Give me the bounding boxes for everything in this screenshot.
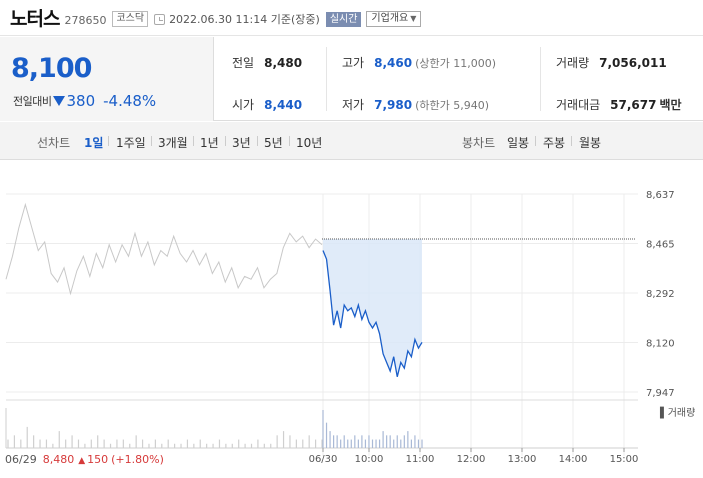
footer-percent: (+1.80%) [111, 453, 164, 466]
quote-divider [326, 47, 327, 111]
prev-close-value: 8,480 [264, 56, 303, 70]
low-value: 7,980 [374, 98, 413, 112]
up-triangle-icon: ▲ [78, 456, 86, 466]
tab-divider [535, 136, 536, 146]
x-tick-label: 06/30 [309, 454, 338, 465]
change-percent: -4.48% [103, 92, 157, 110]
tab-divider [571, 136, 572, 146]
open-cell: 시가 8,440 [232, 96, 302, 113]
high-label: 고가 [342, 56, 365, 70]
footer-change: 150 [87, 453, 109, 466]
current-price: 8,100 [11, 53, 92, 84]
change-row: 전일대비 380 -4.48% [13, 92, 156, 110]
low-cell: 저가 7,980 (하한가 5,940) [342, 96, 489, 113]
company-overview-label: 기업개요 [371, 13, 409, 24]
y-tick-label: 8,637 [646, 190, 675, 201]
company-overview-button[interactable]: 기업개요 ▼ [366, 11, 422, 27]
tab-1y[interactable]: 1년 [200, 136, 219, 150]
series-line-today [322, 250, 423, 377]
quote-datetime: 2022.06.30 11:14 기준(장중) [169, 13, 320, 26]
amount-label: 거래대금 [556, 98, 601, 112]
amount-unit: 백만 [659, 98, 682, 112]
volume-cell: 거래량 7,056,011 [556, 54, 667, 71]
tab-1w[interactable]: 1주일 [116, 136, 146, 150]
quote-divider [540, 47, 541, 111]
tab-divider [257, 136, 258, 146]
x-tick-label: 14:00 [559, 454, 588, 465]
footer-price: 8,480 [42, 453, 75, 466]
tab-divider [151, 136, 152, 146]
volume-value: 7,056,011 [599, 56, 667, 70]
x-tick-label: 13:00 [508, 454, 537, 465]
tab-3y[interactable]: 3년 [232, 136, 251, 150]
tab-divider [193, 136, 194, 146]
tab-1d[interactable]: 1일 [84, 136, 104, 150]
tab-weekly[interactable]: 주봉 [543, 136, 566, 150]
y-tick-label: 8,292 [646, 289, 675, 300]
x-tick-label: 10:00 [355, 454, 384, 465]
prev-close-label: 전일 [232, 56, 255, 70]
tab-daily[interactable]: 일봉 [507, 136, 530, 150]
tab-5y[interactable]: 5년 [264, 136, 283, 150]
low-label: 저가 [342, 98, 365, 112]
quote-panel: 8,100 전일대비 380 -4.48% 전일 8,480 시가 8,440 … [0, 37, 703, 121]
tab-divider [225, 136, 226, 146]
y-tick-label: 8,120 [646, 339, 675, 350]
volume-legend: ▌거래량 [659, 406, 695, 419]
footer-date: 06/29 [5, 453, 37, 466]
realtime-badge[interactable]: 실시간 [325, 11, 362, 27]
footer-quote: 06/29 8,480 ▲ 150 (+1.80%) [5, 453, 164, 466]
series-line-prev-day [5, 202, 323, 296]
chevron-down-icon: ▼ [410, 14, 417, 23]
prev-close-cell: 전일 8,480 [232, 54, 302, 71]
price-chart[interactable]: 8,637 8,465 8,292 8,120 7,947 ▌거래량 06/30 10:00 1… [0, 160, 703, 478]
upper-limit: (상한가 11,000) [415, 57, 496, 70]
change-area [323, 239, 422, 377]
stock-code: 278650 [64, 13, 107, 27]
tab-divider [108, 136, 109, 146]
clock-icon [154, 13, 166, 25]
chart-tabs: 선차트 1일 1주일 3개월 1년 3년 5년 10년 봉차트 일봉 주봉 월봉 [0, 122, 703, 160]
tab-monthly[interactable]: 월봉 [579, 136, 602, 150]
x-tick-label: 11:00 [406, 454, 435, 465]
price-box: 8,100 전일대비 380 -4.48% [0, 37, 214, 121]
market-badge: 코스닥 [112, 11, 149, 27]
volume-label: 거래량 [556, 56, 590, 70]
change-label: 전일대비 [13, 95, 52, 108]
amount-cell: 거래대금 57,677 백만 [556, 96, 682, 113]
y-tick-label: 7,947 [646, 388, 675, 399]
tab-10y[interactable]: 10년 [296, 136, 323, 150]
x-tick-label: 15:00 [610, 454, 639, 465]
candle-chart-label: 봉차트 [462, 136, 496, 150]
down-triangle-icon [53, 96, 66, 106]
tab-3m[interactable]: 3개월 [158, 136, 188, 150]
high-cell: 고가 8,460 (상한가 11,000) [342, 54, 496, 71]
stock-name: 노터스 [10, 8, 60, 30]
open-value: 8,440 [264, 98, 303, 112]
lower-limit: (하한가 5,940) [415, 99, 489, 112]
change-value: 380 [66, 92, 96, 110]
stock-header: 노터스 278650 코스닥 2022.06.30 11:14 기준(장중) 실… [0, 0, 703, 36]
high-value: 8,460 [374, 56, 413, 70]
amount-value: 57,677 [610, 98, 657, 112]
line-chart-label: 선차트 [37, 136, 71, 150]
y-tick-label: 8,465 [646, 240, 675, 251]
open-label: 시가 [232, 98, 255, 112]
tab-divider [289, 136, 290, 146]
x-tick-label: 12:00 [457, 454, 486, 465]
